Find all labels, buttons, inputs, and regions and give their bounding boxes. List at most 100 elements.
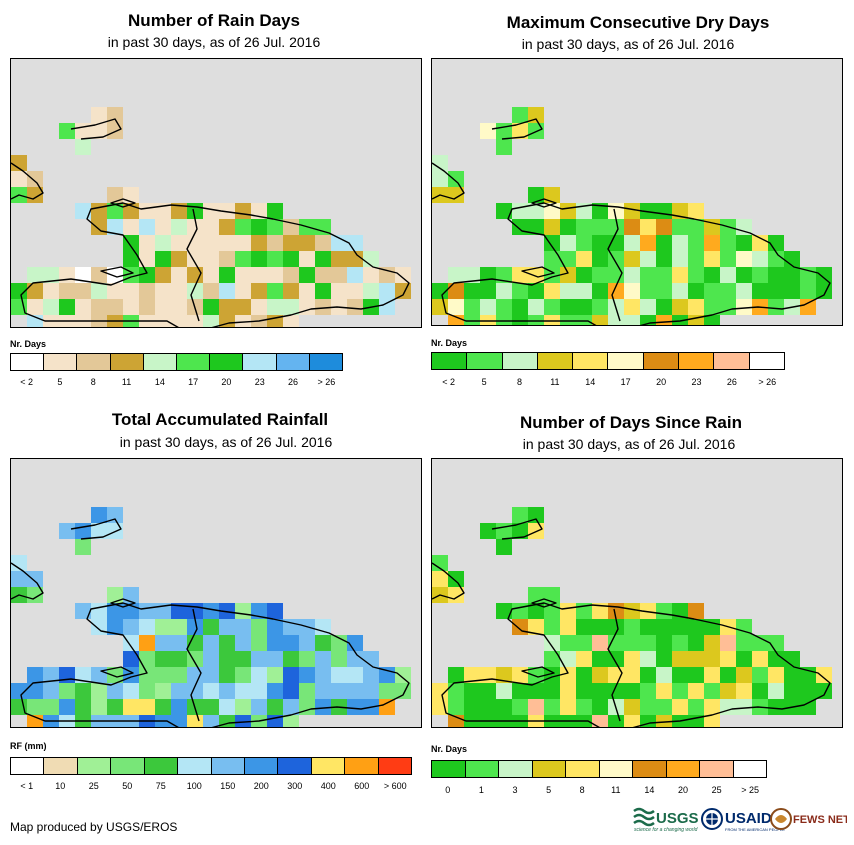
data-pixel [59, 699, 75, 715]
legend-swatch [502, 353, 538, 369]
data-pixel [544, 683, 560, 699]
legend-swatch [467, 353, 503, 369]
data-pixel [251, 299, 267, 315]
legend-swatch [11, 758, 45, 774]
data-pixel [656, 267, 672, 283]
data-pixel [379, 699, 395, 715]
data-pixel [624, 203, 640, 219]
data-pixel [576, 267, 592, 283]
data-pixel [688, 715, 704, 727]
data-pixel [283, 651, 299, 667]
data-pixel [448, 683, 464, 699]
legend-tick-label: < 2 [20, 377, 34, 387]
data-pixel [91, 299, 107, 315]
legend-swatch [679, 353, 715, 369]
data-pixel [235, 699, 251, 715]
data-pixel [251, 603, 267, 619]
data-pixel [251, 219, 267, 235]
data-pixel [800, 283, 816, 299]
data-pixel [640, 267, 656, 283]
data-pixel [91, 603, 107, 619]
data-pixel [315, 219, 331, 235]
legend-tick-label: 50 [122, 781, 133, 791]
haiti-dr-border [186, 208, 202, 322]
data-pixel [379, 283, 395, 299]
data-pixel [544, 219, 560, 235]
data-pixel [560, 699, 576, 715]
data-pixel [107, 283, 123, 299]
data-pixel [267, 235, 283, 251]
data-pixel [331, 251, 347, 267]
data-pixel [123, 651, 139, 667]
map-canvas [432, 507, 832, 727]
data-pixel [187, 235, 203, 251]
coastline [11, 118, 410, 327]
data-pixel [688, 203, 704, 219]
data-pixel [560, 299, 576, 315]
data-pixel [752, 267, 768, 283]
data-pixel [544, 299, 560, 315]
data-pixel [139, 603, 155, 619]
data-pixel [816, 683, 832, 699]
data-pixel [432, 171, 448, 187]
data-pixel [576, 619, 592, 635]
data-pixel [171, 203, 187, 219]
data-pixel [528, 603, 544, 619]
data-pixel [656, 315, 672, 325]
data-pixel [27, 571, 43, 587]
data-pixel [672, 203, 688, 219]
legend-swatch [11, 354, 45, 370]
data-pixel [219, 267, 235, 283]
data-pixel [752, 667, 768, 683]
data-pixel [672, 251, 688, 267]
data-pixel [251, 683, 267, 699]
data-pixel [736, 667, 752, 683]
legend-label-days-since-rain: Nr. Days [431, 744, 468, 754]
data-pixel [672, 299, 688, 315]
legend-swatch [211, 758, 245, 774]
data-pixel [219, 683, 235, 699]
data-pixel [139, 219, 155, 235]
legend-swatch [278, 758, 312, 774]
legend-tick-label: 20 [677, 785, 689, 795]
data-pixel [331, 283, 347, 299]
data-pixel [688, 683, 704, 699]
legend-swatch [77, 758, 112, 774]
data-pixel [608, 715, 624, 727]
data-pixel [251, 667, 267, 683]
data-pixel [27, 283, 43, 299]
data-pixel [432, 571, 448, 587]
data-pixel [107, 299, 123, 315]
data-pixel [640, 219, 656, 235]
legend-swatch [309, 354, 343, 370]
data-pixel [672, 267, 688, 283]
data-pixel [107, 683, 123, 699]
usgs-text: USGS [656, 810, 699, 827]
data-pixel [219, 699, 235, 715]
legend-tick-label: 17 [620, 377, 631, 387]
data-pixel [656, 299, 672, 315]
map-canvas [11, 107, 411, 327]
coastline-shape [100, 666, 134, 678]
data-pixel [768, 667, 784, 683]
data-pixel [43, 699, 59, 715]
data-pixel [624, 667, 640, 683]
data-pixel [187, 219, 203, 235]
data-pixel [315, 635, 331, 651]
data-pixel [91, 283, 107, 299]
data-pixel [496, 667, 512, 683]
legend-tick-label: 5 [546, 785, 552, 795]
data-pixel [91, 619, 107, 635]
data-pixel [155, 219, 171, 235]
data-pixel [704, 267, 720, 283]
data-pixel [235, 235, 251, 251]
data-pixel [219, 651, 235, 667]
legend-swatch [143, 354, 178, 370]
data-pixel [299, 235, 315, 251]
data-pixel [512, 107, 528, 123]
logos-svg: USGS science for a changing world USAID … [633, 807, 850, 833]
data-pixel [640, 603, 656, 619]
coastline [432, 518, 831, 727]
data-pixel [688, 315, 704, 325]
data-pixel [752, 283, 768, 299]
